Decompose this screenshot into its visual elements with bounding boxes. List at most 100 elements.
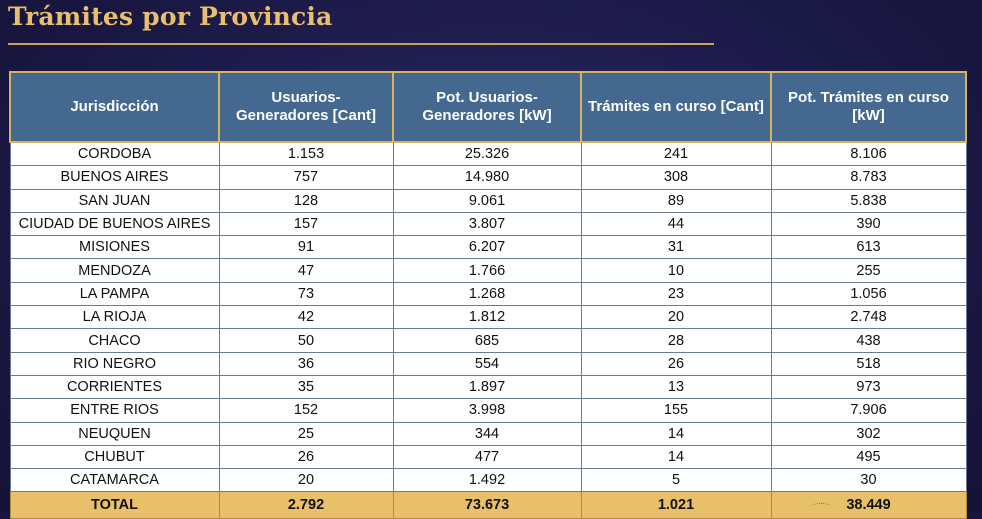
cell-usuarios: 91 [218,235,394,260]
procedures-table: Jurisdicción Usuarios-Generadores [Cant]… [9,71,967,519]
cell-pot-tramites: 613 [770,235,967,260]
cell-usuarios: 50 [218,328,394,353]
cell-tramites: 13 [580,374,772,400]
cell-usuarios: 20 [218,468,394,493]
cell-jurisdiccion: CHUBUT [9,444,220,470]
cell-jurisdiccion: NEUQUEN [9,421,220,446]
table-row: CHUBUT 26 477 14 495 [9,444,967,470]
total-cell-tramites: 1.021 [580,491,772,519]
cell-jurisdiccion: RIO NEGRO [9,351,220,376]
cell-pot-tramites: 7.906 [770,398,967,423]
cell-jurisdiccion: CORRIENTES [9,374,220,400]
cell-usuarios: 157 [218,211,394,237]
table-row: ENTRE RIOS 152 3.998 155 7.906 [9,398,967,423]
header-tramites-en-curso: Trámites en curso [Cant] [580,71,772,143]
cell-pot-usuarios: 1.766 [392,258,582,283]
cell-pot-usuarios: 1.812 [392,305,582,330]
cell-tramites: 28 [580,328,772,353]
cell-pot-tramites: 8.783 [770,165,967,190]
table-body: CORDOBA 1.153 25.326 241 8.106 BUENOS AIRES 75… [9,141,967,519]
cell-pot-usuarios: 1.268 [392,281,582,307]
total-cell-pot-usuarios: 73.673 [392,491,582,519]
cell-tramites: 10 [580,258,772,283]
cell-usuarios: 25 [218,421,394,446]
table-row: CIUDAD DE BUENOS AIRES 157 3.807 44 390 [9,211,967,237]
cell-usuarios: 1.153 [218,141,394,167]
cell-tramites: 44 [580,211,772,237]
cell-pot-usuarios: 3.807 [392,211,582,237]
table-row: CHACO 50 685 28 438 [9,328,967,353]
cell-jurisdiccion: SAN JUAN [9,188,220,213]
table-row: MISIONES 91 6.207 31 613 [9,235,967,260]
cell-jurisdiccion: CATAMARCA [9,468,220,493]
cell-pot-tramites: 5.838 [770,188,967,213]
cell-usuarios: 35 [218,374,394,400]
cell-tramites: 14 [580,421,772,446]
cell-usuarios: 128 [218,188,394,213]
cell-pot-tramites: 495 [770,444,967,470]
cell-jurisdiccion: CORDOBA [9,141,220,167]
cell-pot-tramites: 302 [770,421,967,446]
cell-usuarios: 42 [218,305,394,330]
cell-pot-usuarios: 554 [392,351,582,376]
cell-pot-tramites: 518 [770,351,967,376]
cell-jurisdiccion: MISIONES [9,235,220,260]
cell-pot-tramites: 390 [770,211,967,237]
cell-pot-tramites: 8.106 [770,141,967,167]
table-row: SAN JUAN 128 9.061 89 5.838 [9,188,967,213]
table-row: NEUQUEN 25 344 14 302 [9,421,967,446]
cell-tramites: 241 [580,141,772,167]
cell-tramites: 155 [580,398,772,423]
cell-pot-usuarios: 3.998 [392,398,582,423]
cell-usuarios: 757 [218,165,394,190]
header-pot-usuarios-generadores: Pot. Usuarios-Generadores [kW] [392,71,582,143]
table-header-row: Jurisdicción Usuarios-Generadores [Cant]… [9,71,967,143]
page-title: Trámites por Provincia [8,2,333,31]
cell-pot-usuarios: 14.980 [392,165,582,190]
cell-tramites: 23 [580,281,772,307]
cell-pot-tramites: 255 [770,258,967,283]
table-row: BUENOS AIRES 757 14.980 308 8.783 [9,165,967,190]
cell-jurisdiccion: LA PAMPA [9,281,220,307]
cell-pot-usuarios: 9.061 [392,188,582,213]
cell-usuarios: 152 [218,398,394,423]
cell-pot-usuarios: 477 [392,444,582,470]
table-row: CORRIENTES 35 1.897 13 973 [9,374,967,400]
header-usuarios-generadores: Usuarios-Generadores [Cant] [218,71,394,143]
cell-pot-tramites: 973 [770,374,967,400]
cell-jurisdiccion: ENTRE RIOS [9,398,220,423]
cell-jurisdiccion: CHACO [9,328,220,353]
cell-tramites: 26 [580,351,772,376]
total-cell-jurisdiccion: TOTAL [9,491,220,519]
cell-pot-usuarios: 344 [392,421,582,446]
cell-pot-usuarios: 1.492 [392,468,582,493]
table-row: RIO NEGRO 36 554 26 518 [9,351,967,376]
cell-tramites: 31 [580,235,772,260]
cell-usuarios: 73 [218,281,394,307]
cell-pot-tramites: 1.056 [770,281,967,307]
cell-jurisdiccion: MENDOZA [9,258,220,283]
cell-pot-usuarios: 6.207 [392,235,582,260]
table-row: LA RIOJA 42 1.812 20 2.748 [9,305,967,330]
table-row: CATAMARCA 20 1.492 5 30 [9,468,967,493]
cell-tramites: 308 [580,165,772,190]
decorative-seal-fragment [810,503,832,512]
table-row: LA PAMPA 73 1.268 23 1.056 [9,281,967,307]
cell-pot-usuarios: 25.326 [392,141,582,167]
cell-jurisdiccion: CIUDAD DE BUENOS AIRES [9,211,220,237]
total-cell-usuarios: 2.792 [218,491,394,519]
cell-jurisdiccion: BUENOS AIRES [9,165,220,190]
header-jurisdiccion: Jurisdicción [9,71,220,143]
title-underline [8,43,714,45]
cell-tramites: 20 [580,305,772,330]
table-row: MENDOZA 47 1.766 10 255 [9,258,967,283]
cell-usuarios: 26 [218,444,394,470]
header-pot-tramites-en-curso: Pot. Trámites en curso [kW] [770,71,967,143]
cell-pot-tramites: 30 [770,468,967,493]
cell-usuarios: 47 [218,258,394,283]
cell-tramites: 89 [580,188,772,213]
data-table-container: Jurisdicción Usuarios-Generadores [Cant]… [9,71,967,519]
cell-tramites: 5 [580,468,772,493]
cell-pot-tramites: 438 [770,328,967,353]
total-cell-pot-tramites: 38.449 [770,491,967,519]
